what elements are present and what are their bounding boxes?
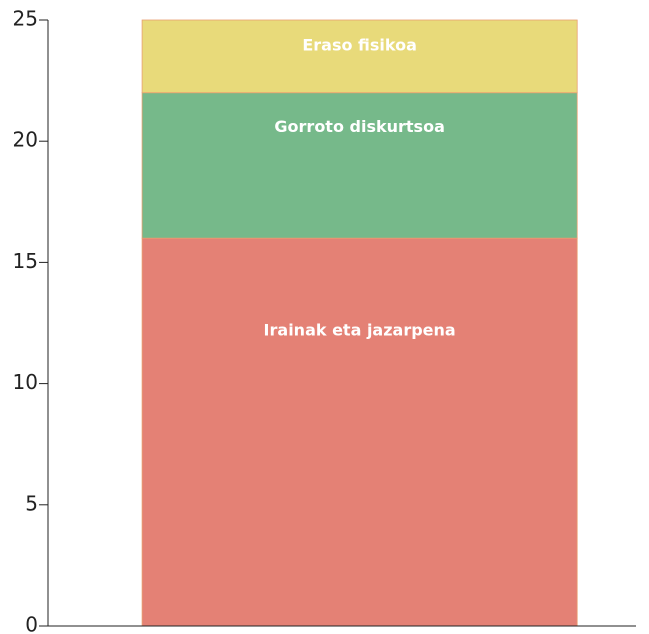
bar-segment [141, 92, 578, 239]
y-tick-label: 15 [13, 249, 38, 273]
segment-label: Eraso fisikoa [302, 36, 417, 55]
y-tick-label: 25 [13, 7, 38, 31]
y-tick-label: 5 [25, 491, 38, 515]
bar-segment [141, 237, 578, 627]
y-tick-label: 10 [13, 370, 38, 394]
y-tick-label: 0 [25, 613, 38, 634]
bar-segment [141, 19, 578, 94]
y-tick-label: 20 [13, 128, 38, 152]
segment-label: Irainak eta jazarpena [264, 321, 456, 340]
segment-label: Gorroto diskurtsoa [274, 117, 444, 136]
